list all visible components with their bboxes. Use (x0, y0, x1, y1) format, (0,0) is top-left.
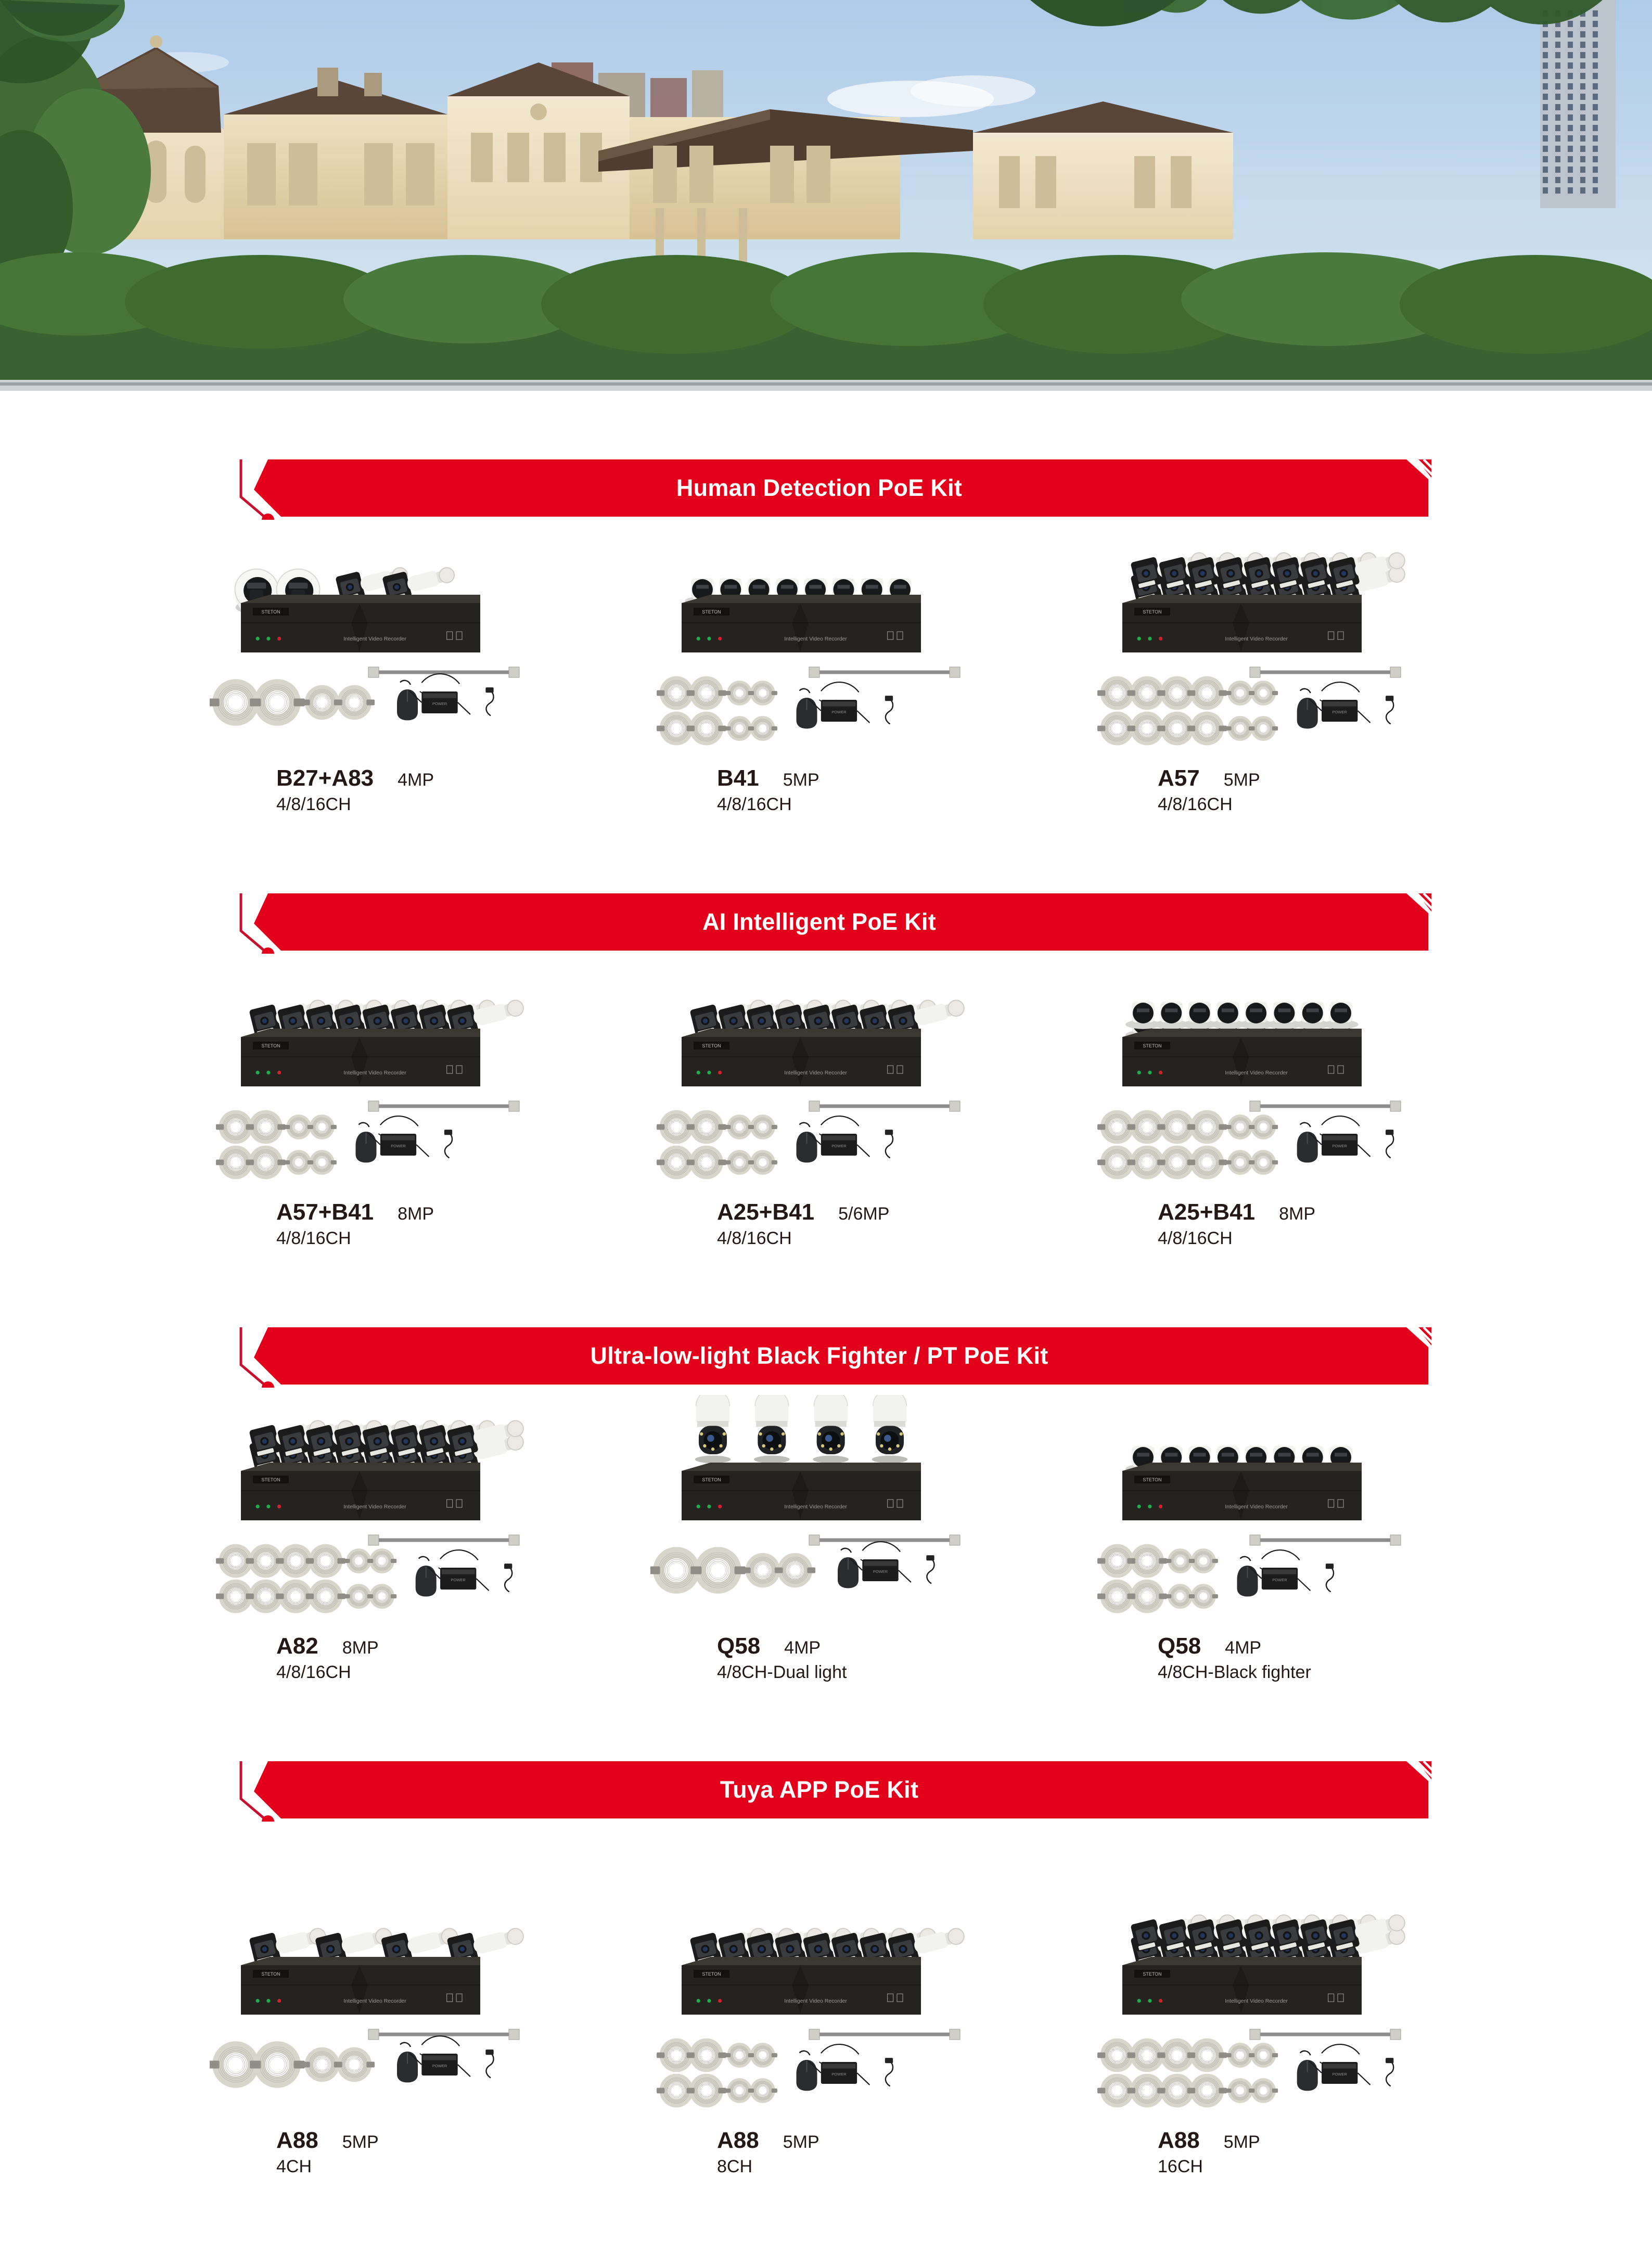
svg-text:Intelligent Video Recorder: Intelligent Video Recorder (784, 1504, 847, 1510)
svg-text:STETON: STETON (702, 609, 721, 614)
svg-text:STETON: STETON (702, 1477, 721, 1482)
svg-text:POWER: POWER (391, 1144, 406, 1148)
svg-text:POWER: POWER (1333, 710, 1348, 714)
svg-text:Intelligent Video Recorder: Intelligent Video Recorder (1225, 1998, 1288, 2004)
svg-text:POWER: POWER (432, 2064, 447, 2068)
svg-text:STETON: STETON (1143, 1971, 1161, 1977)
svg-text:Intelligent Video Recorder: Intelligent Video Recorder (343, 1998, 406, 2004)
svg-text:STETON: STETON (1143, 1477, 1161, 1482)
svg-text:Intelligent Video Recorder: Intelligent Video Recorder (1225, 1504, 1288, 1510)
svg-text:Intelligent Video Recorder: Intelligent Video Recorder (784, 636, 847, 642)
svg-text:STETON: STETON (261, 1043, 280, 1048)
svg-text:STETON: STETON (702, 1043, 721, 1048)
svg-text:POWER: POWER (451, 1578, 466, 1582)
svg-text:POWER: POWER (831, 710, 847, 714)
svg-text:STETON: STETON (702, 1971, 721, 1977)
svg-text:Intelligent Video Recorder: Intelligent Video Recorder (343, 1070, 406, 1076)
svg-text:POWER: POWER (1333, 2072, 1348, 2077)
svg-text:Intelligent Video Recorder: Intelligent Video Recorder (1225, 636, 1288, 642)
svg-text:Intelligent Video Recorder: Intelligent Video Recorder (1225, 1070, 1288, 1076)
svg-text:POWER: POWER (1333, 1144, 1348, 1148)
svg-text:STETON: STETON (261, 1971, 280, 1977)
svg-text:POWER: POWER (831, 1144, 847, 1148)
svg-text:STETON: STETON (1143, 1043, 1161, 1048)
svg-text:Intelligent Video Recorder: Intelligent Video Recorder (784, 1998, 847, 2004)
svg-text:STETON: STETON (261, 1477, 280, 1482)
svg-text:STETON: STETON (1143, 609, 1161, 614)
svg-text:Intelligent Video Recorder: Intelligent Video Recorder (343, 636, 406, 642)
svg-text:POWER: POWER (831, 2072, 847, 2077)
svg-text:Intelligent Video Recorder: Intelligent Video Recorder (343, 1504, 406, 1510)
svg-text:POWER: POWER (1272, 1578, 1287, 1582)
svg-text:Intelligent Video Recorder: Intelligent Video Recorder (784, 1070, 847, 1076)
svg-text:POWER: POWER (432, 701, 447, 706)
svg-text:POWER: POWER (873, 1569, 888, 1574)
svg-text:STETON: STETON (261, 609, 280, 614)
